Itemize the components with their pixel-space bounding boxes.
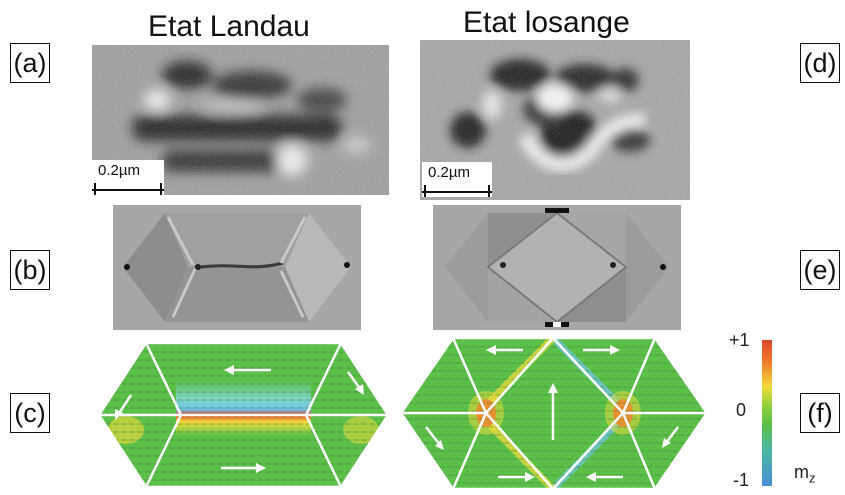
scale-bar-landau-tick-left xyxy=(94,183,96,195)
colorbar xyxy=(762,340,772,486)
scale-bar-losange-line xyxy=(422,191,492,193)
magnetization-map-landau xyxy=(96,340,391,490)
title-losange: Etat losange xyxy=(463,6,630,39)
scale-bar-landau-line xyxy=(92,189,164,191)
colorbar-quantity-label: mz xyxy=(794,462,816,486)
panel-label-d: (d) xyxy=(800,43,840,83)
mag-map-losange-svg xyxy=(399,336,709,491)
panel-label-f: (f) xyxy=(800,393,840,433)
scale-bar-landau-label: 0.2µm xyxy=(98,162,140,179)
simulated-mfm-landau xyxy=(113,205,361,330)
magnetization-arrows-landau xyxy=(115,365,364,473)
scale-bar-landau-tick-right xyxy=(160,183,162,195)
magnetization-map-losange xyxy=(398,335,710,492)
sim-mfm-losange-svg xyxy=(433,205,681,330)
domain-walls-losange xyxy=(399,336,709,491)
mag-map-landau-svg xyxy=(97,341,390,489)
scale-bar-losange-label: 0.2µm xyxy=(428,164,470,181)
magnetization-arrows-losange xyxy=(425,345,679,482)
title-landau: Etat Landau xyxy=(148,10,310,43)
panel-label-c: (c) xyxy=(10,393,50,433)
scale-bar-losange: 0.2µm xyxy=(422,162,492,197)
panel-label-b: (b) xyxy=(10,250,50,290)
colorbar-max-label: +1 xyxy=(729,330,750,350)
scale-bar-losange-tick-right xyxy=(488,185,490,197)
panel-label-a: (a) xyxy=(10,43,50,83)
mfm-image-losange xyxy=(420,40,690,200)
colorbar-quantity: m xyxy=(794,462,809,482)
colorbar-min-label: -1 xyxy=(733,470,750,490)
scale-bar-losange-tick-left xyxy=(424,185,426,197)
colorbar-quantity-sub: z xyxy=(809,470,816,486)
colorbar-mid-label: 0 xyxy=(736,400,747,420)
panel-label-e: (e) xyxy=(800,250,840,290)
domain-walls-landau xyxy=(97,341,390,489)
sim-mfm-landau-svg xyxy=(113,205,361,330)
mfm-losange-svg xyxy=(420,40,690,200)
simulated-mfm-losange xyxy=(433,205,681,330)
scale-bar-landau: 0.2µm xyxy=(92,160,164,195)
